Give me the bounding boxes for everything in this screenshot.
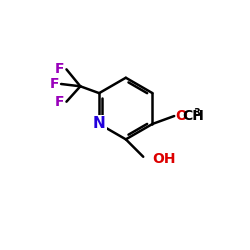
Text: F: F <box>55 62 64 76</box>
Text: O: O <box>176 109 188 123</box>
Text: F: F <box>50 77 59 91</box>
Text: OH: OH <box>152 152 176 166</box>
Text: N: N <box>93 116 106 132</box>
Text: F: F <box>55 96 64 110</box>
Text: 3: 3 <box>194 108 200 118</box>
Text: CH: CH <box>182 109 204 123</box>
